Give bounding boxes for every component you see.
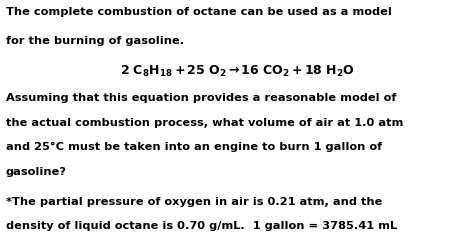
Text: $\mathbf{2\ C_8H_{18} + 25\ O_2 \rightarrow 16\ CO_2 + 18\ H_2O}$: $\mathbf{2\ C_8H_{18} + 25\ O_2 \rightar…: [120, 64, 354, 79]
Text: and 25°C must be taken into an engine to burn 1 gallon of: and 25°C must be taken into an engine to…: [6, 142, 382, 152]
Text: density of liquid octane is 0.70 g/mL.  1 gallon = 3785.41 mL: density of liquid octane is 0.70 g/mL. 1…: [6, 221, 397, 231]
Text: the actual combustion process, what volume of air at 1.0 atm: the actual combustion process, what volu…: [6, 118, 403, 128]
Text: for the burning of gasoline.: for the burning of gasoline.: [6, 36, 184, 46]
Text: *The partial pressure of oxygen in air is 0.21 atm, and the: *The partial pressure of oxygen in air i…: [6, 197, 382, 207]
Text: gasoline?: gasoline?: [6, 167, 66, 177]
Text: Assuming that this equation provides a reasonable model of: Assuming that this equation provides a r…: [6, 93, 396, 103]
Text: The complete combustion of octane can be used as a model: The complete combustion of octane can be…: [6, 7, 392, 17]
